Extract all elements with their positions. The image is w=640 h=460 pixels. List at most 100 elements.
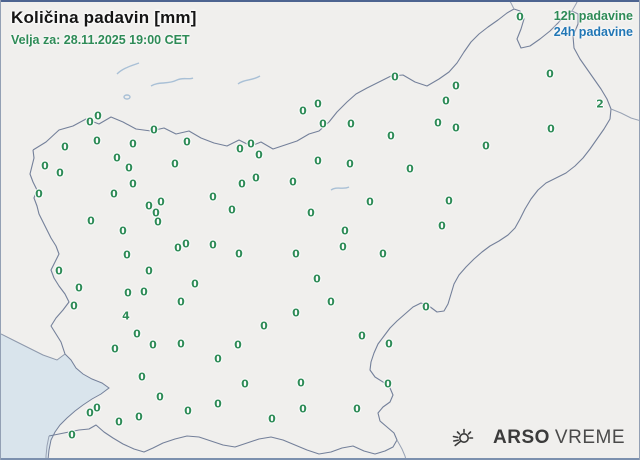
station-value: 0 (299, 402, 307, 416)
station-value: 0 (35, 187, 43, 201)
station-value: 0 (452, 121, 460, 135)
page-title: Količina padavin [mm] (11, 8, 197, 27)
station-value: 0 (445, 194, 453, 208)
station-value: 4 (122, 309, 130, 323)
brand-logo: ARSO VREME (449, 424, 625, 452)
station-value: 0 (255, 148, 263, 162)
frame-bottom (1, 458, 639, 460)
station-value: 0 (150, 123, 158, 137)
station-value: 0 (307, 206, 315, 220)
station-value: 0 (152, 206, 160, 220)
station-value: 0 (347, 117, 355, 131)
station-value: 0 (171, 157, 179, 171)
station-value: 0 (174, 241, 182, 255)
station-value: 0 (149, 338, 157, 352)
station-value: 0 (385, 337, 393, 351)
station-value: 0 (125, 161, 133, 175)
brand-text: ARSO VREME (493, 427, 625, 449)
station-value: 0 (191, 277, 199, 291)
station-value: 0 (314, 154, 322, 168)
station-value: 0 (209, 190, 217, 204)
station-value: 0 (434, 116, 442, 130)
station-value: 0 (236, 142, 244, 156)
station-value: 0 (177, 295, 185, 309)
station-value: 0 (241, 377, 249, 391)
station-value: 0 (292, 306, 300, 320)
station-value: 0 (87, 214, 95, 228)
station-value: 0 (214, 352, 222, 366)
station-value: 0 (353, 402, 361, 416)
station-value: 0 (391, 70, 399, 84)
station-value: 0 (234, 338, 242, 352)
station-value: 0 (319, 117, 327, 131)
station-value: 0 (214, 397, 222, 411)
station-value: 0 (297, 376, 305, 390)
legend-12h-toggle[interactable]: 12h padavine (553, 9, 633, 23)
station-value: 0 (406, 162, 414, 176)
brand-arso: ARSO (493, 427, 550, 448)
station-value: 0 (516, 10, 524, 24)
station-value: 0 (260, 319, 268, 333)
legend-24h-toggle[interactable]: 24h padavine (553, 25, 633, 39)
station-value: 0 (252, 171, 260, 185)
station-value: 0 (346, 157, 354, 171)
station-value: 0 (379, 247, 387, 261)
station-value: 0 (299, 104, 307, 118)
station-value: 0 (547, 122, 555, 136)
sun-icon (452, 428, 474, 447)
station-value: 0 (61, 140, 69, 154)
station-value: 0 (86, 406, 94, 420)
station-value: 0 (86, 115, 94, 129)
station-value: 0 (145, 199, 153, 213)
station-value: 0 (113, 151, 121, 165)
italy-border (29, 149, 70, 355)
station-value: 0 (482, 139, 490, 153)
station-value: 0 (75, 281, 83, 295)
station-value: 0 (157, 195, 165, 209)
italy-coastline (1, 333, 66, 361)
station-value: 0 (138, 370, 146, 384)
station-value: 0 (442, 94, 450, 108)
station-value: 0 (70, 299, 78, 313)
sea-area (1, 334, 109, 460)
station-value: 0 (129, 177, 137, 191)
station-value: 2 (596, 97, 604, 111)
map-header: Količina padavin [mm] Velja za: 28.11.20… (11, 8, 197, 47)
station-value: 0 (145, 264, 153, 278)
station-value: 0 (313, 272, 321, 286)
station-value: 0 (452, 79, 460, 93)
station-value: 0 (55, 264, 63, 278)
station-value: 0 (546, 67, 554, 81)
rivers (116, 62, 350, 191)
station-value: 0 (140, 285, 148, 299)
station-value: 0 (156, 390, 164, 404)
station-value: 0 (387, 129, 395, 143)
station-value: 0 (182, 237, 190, 251)
station-value: 0 (183, 135, 191, 149)
station-value: 0 (123, 248, 131, 262)
station-value: 0 (41, 159, 49, 173)
station-value: 0 (184, 404, 192, 418)
station-value: 0 (247, 137, 255, 151)
country-border (32, 8, 612, 455)
station-value: 0 (68, 428, 76, 442)
station-value: 0 (228, 203, 236, 217)
station-value: 0 (111, 342, 119, 356)
station-value: 0 (93, 134, 101, 148)
station-value: 0 (94, 109, 102, 123)
station-value: 0 (238, 177, 246, 191)
legend: 12h padavine 24h padavine (554, 8, 633, 40)
station-value: 0 (358, 329, 366, 343)
station-value: 0 (339, 240, 347, 254)
station-value: 0 (268, 412, 276, 426)
station-value: 0 (135, 410, 143, 424)
brand-vreme: VREME (554, 427, 625, 448)
station-value: 0 (314, 97, 322, 111)
station-value: 0 (292, 247, 300, 261)
station-value: 0 (384, 377, 392, 391)
station-value: 0 (209, 238, 217, 252)
station-value: 0 (235, 247, 243, 261)
